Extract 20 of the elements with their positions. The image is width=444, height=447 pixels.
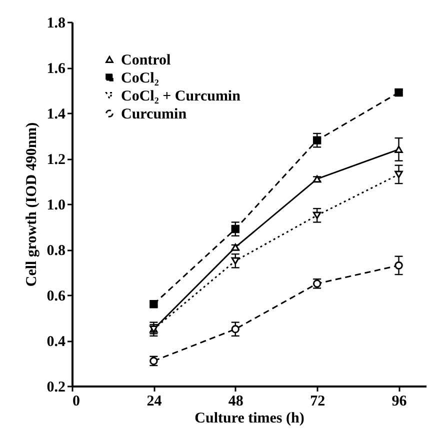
x-tick-label: 24 [146, 394, 162, 410]
x-tick-label: 0 [72, 394, 80, 410]
y-tick-label: 0.4 [46, 334, 66, 350]
y-tick-label: 1.2 [46, 152, 66, 168]
legend-label: CoCl₂ + Curcumin [121, 88, 242, 104]
x-tick-label: 72 [310, 394, 326, 410]
y-tick-label: 0.8 [46, 243, 66, 259]
y-tick-label: 0.2 [46, 380, 66, 396]
x-tick-label: 48 [228, 394, 244, 410]
y-axis-title: Cell growth (IOD 490nm) [24, 122, 40, 287]
legend-label: Control [121, 52, 171, 68]
legend-label: CoCl₂ [121, 70, 160, 86]
x-tick-label: 96 [392, 394, 408, 410]
y-tick-label: 1.4 [46, 106, 66, 122]
y-tick-label: 0.6 [46, 288, 66, 304]
legend-label: Curcumin [121, 106, 188, 122]
x-axis-title: Culture times (h) [194, 410, 304, 426]
y-tick-label: 1.6 [46, 61, 66, 77]
y-tick-label: 1.0 [46, 198, 66, 214]
y-tick-label: 1.8 [46, 16, 66, 32]
